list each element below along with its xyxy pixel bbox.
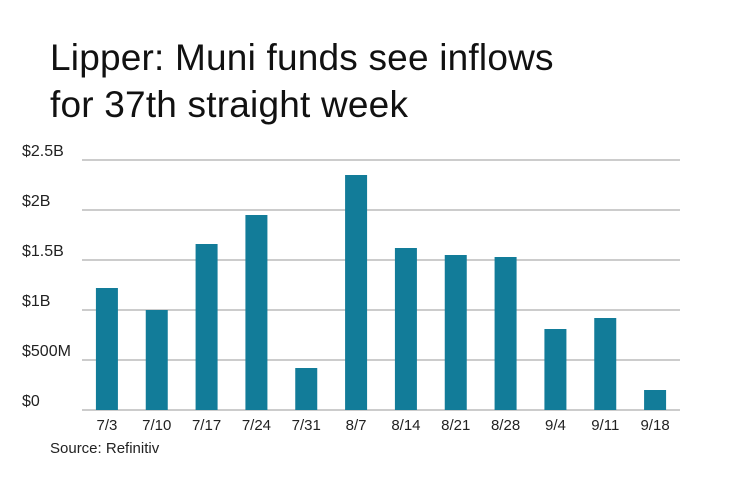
x-tick-label: 7/10 [142,417,171,434]
x-tick-label: 7/24 [242,417,271,434]
bar [195,244,218,410]
bar [544,329,567,410]
x-tick-label: 7/31 [292,417,321,434]
bar [95,288,118,410]
bar [295,368,318,410]
y-tick-label: $1B [22,293,50,310]
chart-title-line-2: for 37th straight week [50,84,409,125]
y-tick-label: $1.5B [22,243,64,260]
bar [494,257,517,410]
bar [394,248,417,410]
y-tick-label: $500M [22,343,71,360]
chart-title: Lipper: Muni funds see inflows for 37th … [50,34,710,128]
x-tick-label: 9/11 [591,417,619,434]
x-tick-label: 7/17 [192,417,221,434]
x-tick-label: 9/18 [640,417,669,434]
x-tick-label: 8/14 [391,417,420,434]
chart-title-line-1: Lipper: Muni funds see inflows [50,37,554,78]
bar [345,175,368,410]
x-tick-label: 9/4 [545,417,566,434]
y-tick-label: $2B [22,193,50,210]
bar [594,318,617,410]
bar [444,255,467,410]
source-note: Source: Refinitiv [50,440,160,457]
x-tick-label: 8/7 [346,417,367,434]
bar [644,390,667,410]
y-tick-label: $0 [22,393,40,410]
x-tick-label: 8/21 [441,417,470,434]
bar [145,310,168,410]
x-tick-label: 7/3 [96,417,117,434]
y-tick-label: $2.5B [22,143,64,160]
bar [245,215,268,410]
x-tick-label: 8/28 [491,417,520,434]
